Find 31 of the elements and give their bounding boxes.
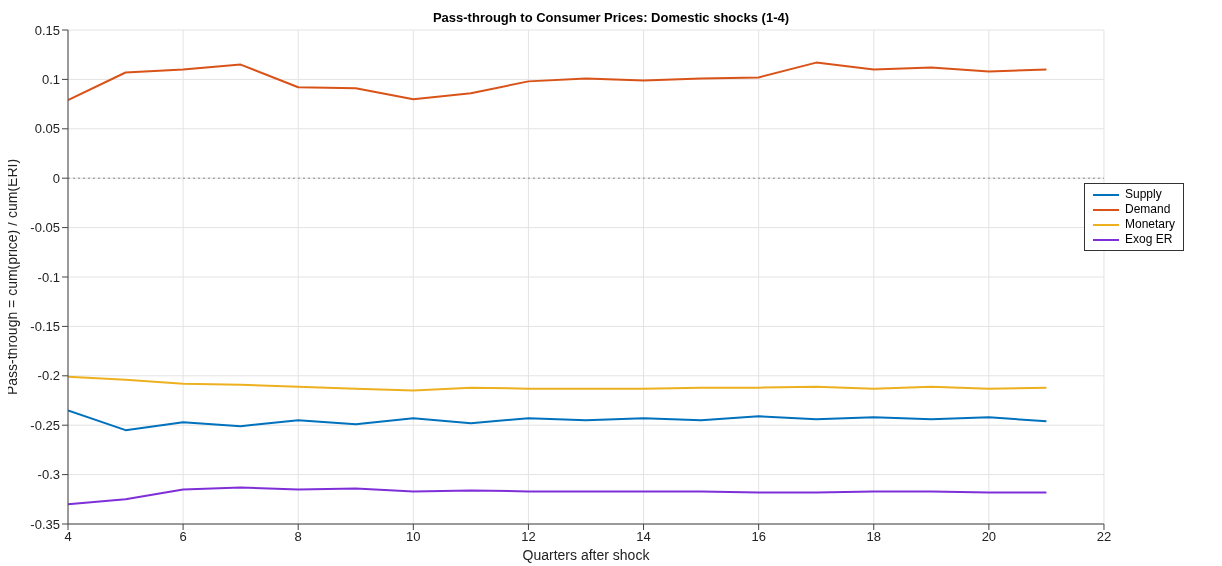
- x-tick-label: 4: [64, 529, 72, 545]
- legend-label: Demand: [1124, 202, 1171, 217]
- x-tick-label: 16: [751, 529, 766, 545]
- chart-title: Pass-through to Consumer Prices: Domestic shocks (1-4): [432, 10, 790, 25]
- x-tick-label: 8: [294, 529, 302, 545]
- line-series: [68, 375, 1048, 392]
- y-tick-label: 0.05: [34, 121, 60, 137]
- y-tick-label: -0.25: [30, 417, 60, 433]
- x-tick-label: 14: [636, 529, 651, 545]
- x-tick-label: 6: [179, 529, 187, 545]
- x-tick-label: 20: [981, 529, 997, 545]
- y-tick-label: -0.35: [30, 516, 60, 532]
- y-tick-label: 0.1: [41, 72, 60, 88]
- legend-label: Monetary: [1124, 217, 1175, 232]
- x-tick-label: 12: [521, 529, 536, 545]
- x-tick-label: 18: [866, 529, 881, 545]
- x-axis-title: Quarters after shock: [522, 547, 651, 563]
- legend-label: Supply: [1124, 187, 1162, 202]
- line-series: [68, 61, 1048, 102]
- y-tick-label: -0.05: [30, 220, 60, 236]
- y-tick-label: -0.1: [37, 269, 60, 285]
- y-tick-label: 0: [52, 170, 60, 186]
- legend-label: Exog ER: [1124, 232, 1173, 247]
- y-tick-label: -0.15: [30, 319, 60, 335]
- x-tick-label: 22: [1096, 529, 1112, 545]
- x-tick-label: 10: [406, 529, 421, 545]
- line-series: [68, 409, 1048, 432]
- y-tick-label: -0.3: [37, 467, 60, 483]
- y-tick-label: 0.15: [34, 22, 60, 38]
- line-series: [68, 486, 1048, 506]
- y-tick-label: -0.2: [37, 368, 60, 384]
